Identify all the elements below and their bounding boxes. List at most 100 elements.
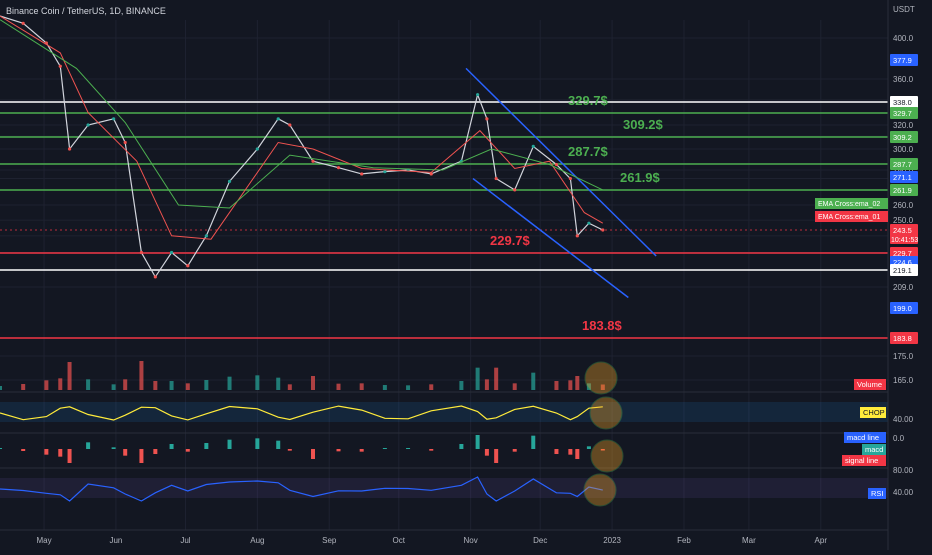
month-label: Oct bbox=[393, 536, 406, 545]
price-line bbox=[0, 15, 604, 279]
price-point bbox=[255, 147, 259, 151]
volume-bar bbox=[311, 376, 316, 390]
price-point bbox=[227, 179, 232, 183]
price-point bbox=[276, 117, 280, 121]
price-point bbox=[112, 117, 116, 121]
price-badge-text: 309.2 bbox=[893, 133, 912, 142]
price-tick-label: 360.0 bbox=[893, 75, 914, 84]
macd-bar bbox=[58, 449, 63, 457]
volume-bar bbox=[227, 376, 232, 390]
macd-bar bbox=[139, 449, 144, 463]
price-badge-text: 329.7 bbox=[893, 109, 912, 118]
level-label: 261.9$ bbox=[620, 170, 661, 185]
volume-bar bbox=[475, 367, 480, 390]
price-badge bbox=[890, 302, 918, 314]
highlight-circles bbox=[583, 361, 624, 507]
price-point bbox=[288, 123, 292, 127]
volume-bar bbox=[111, 384, 116, 390]
price-tick-label: 250.0 bbox=[893, 216, 914, 225]
rsi-tick: 80.00 bbox=[893, 466, 914, 475]
price-badge-text: 219.1 bbox=[893, 266, 912, 275]
price-badge-text: 243.5 bbox=[893, 226, 912, 235]
price-badge bbox=[890, 184, 918, 196]
volume-bar bbox=[512, 383, 517, 390]
volume-bar bbox=[21, 384, 26, 390]
volume-bar bbox=[494, 367, 499, 390]
macd-bar bbox=[227, 439, 232, 449]
price-point bbox=[169, 250, 174, 255]
price-tick-label: 300.0 bbox=[893, 145, 914, 154]
month-label: Aug bbox=[250, 536, 264, 545]
price-point bbox=[575, 234, 579, 238]
signal-line-label-text: signal line bbox=[845, 456, 878, 465]
price-badge-text: 338.0 bbox=[893, 98, 912, 107]
price-tick-label: 280.0 bbox=[893, 166, 914, 175]
month-label: Sep bbox=[322, 536, 337, 545]
volume-bar bbox=[204, 380, 209, 390]
macd-bar bbox=[600, 449, 605, 451]
macd-bar bbox=[86, 442, 91, 449]
signal-line-label-tag bbox=[842, 455, 886, 466]
level-label: 229.7$ bbox=[490, 233, 531, 248]
macd-bar bbox=[459, 444, 464, 449]
price-point bbox=[531, 144, 535, 148]
price-badge-text: 183.8 bbox=[893, 334, 912, 343]
volume-label-tag bbox=[854, 379, 886, 390]
price-point bbox=[123, 140, 127, 145]
price-point bbox=[601, 228, 605, 232]
rsi-line bbox=[0, 476, 603, 502]
price-axis[interactable]: 400.0360.0340.0320.0310.0300.0280.0270.0… bbox=[815, 0, 918, 550]
price-tick-label: 400.0 bbox=[893, 34, 914, 43]
volume-bar bbox=[406, 385, 411, 390]
price-point bbox=[476, 93, 480, 97]
price-point bbox=[587, 221, 591, 225]
time-axis[interactable]: May Jun Jul Aug Sep Oct Nov Dec 2023 Feb Mar Apr bbox=[36, 536, 827, 545]
macd-bar bbox=[67, 449, 72, 463]
ema-legend-text: EMA Cross:ema_01 bbox=[818, 214, 880, 221]
descending-channel[interactable] bbox=[465, 67, 657, 299]
price-point bbox=[67, 147, 72, 151]
price-badge bbox=[890, 96, 918, 108]
ema-legend-tag bbox=[815, 198, 888, 209]
macd-bar bbox=[255, 438, 260, 449]
price-badge-countdown: 10:41:53 bbox=[891, 237, 918, 244]
volume-bar bbox=[185, 383, 190, 390]
channel-lower-line bbox=[472, 177, 629, 299]
chop-band bbox=[0, 402, 888, 422]
level-label: 287.7$ bbox=[568, 144, 609, 159]
volume-bar bbox=[67, 362, 72, 390]
price-badge-text: 377.9 bbox=[893, 56, 912, 65]
rsi-label-tag bbox=[868, 488, 886, 499]
macd-bar bbox=[153, 449, 158, 454]
macd-bar bbox=[287, 449, 292, 451]
price-point bbox=[360, 172, 364, 176]
indicator-panes bbox=[0, 391, 888, 531]
macd-bar bbox=[382, 448, 387, 449]
month-label: Nov bbox=[464, 536, 478, 545]
volume-bar bbox=[0, 386, 2, 390]
chop-label-text: CHOP bbox=[863, 408, 885, 417]
grid bbox=[0, 20, 888, 530]
price-point bbox=[58, 64, 62, 68]
macd-line-label-text: macd line bbox=[847, 433, 879, 442]
channel-upper-line bbox=[465, 67, 657, 257]
ema_01-line bbox=[0, 15, 604, 240]
macd-bar bbox=[429, 449, 434, 451]
price-badge bbox=[890, 107, 918, 119]
price-point bbox=[429, 172, 433, 176]
price-point bbox=[186, 264, 190, 268]
ema_02-line bbox=[0, 19, 604, 209]
price-point bbox=[554, 162, 559, 167]
price-badge-text: 271.1 bbox=[893, 173, 912, 182]
macd-bar bbox=[554, 449, 559, 454]
chart-title: Binance Coin / TetherUS, 1D, BINANCE bbox=[6, 6, 166, 16]
macd-line-label-tag bbox=[844, 432, 886, 443]
horizontal-levels[interactable]: 329.7$ 309.2$ 287.7$ 261.9$ 229.7$ 183.8$ bbox=[0, 93, 888, 339]
month-label: 2023 bbox=[603, 536, 621, 545]
volume-bar bbox=[459, 381, 464, 390]
volume-bar bbox=[287, 384, 292, 390]
macd-bar bbox=[185, 449, 190, 452]
ema-legend-text: EMA Cross:ema_02 bbox=[818, 201, 880, 208]
